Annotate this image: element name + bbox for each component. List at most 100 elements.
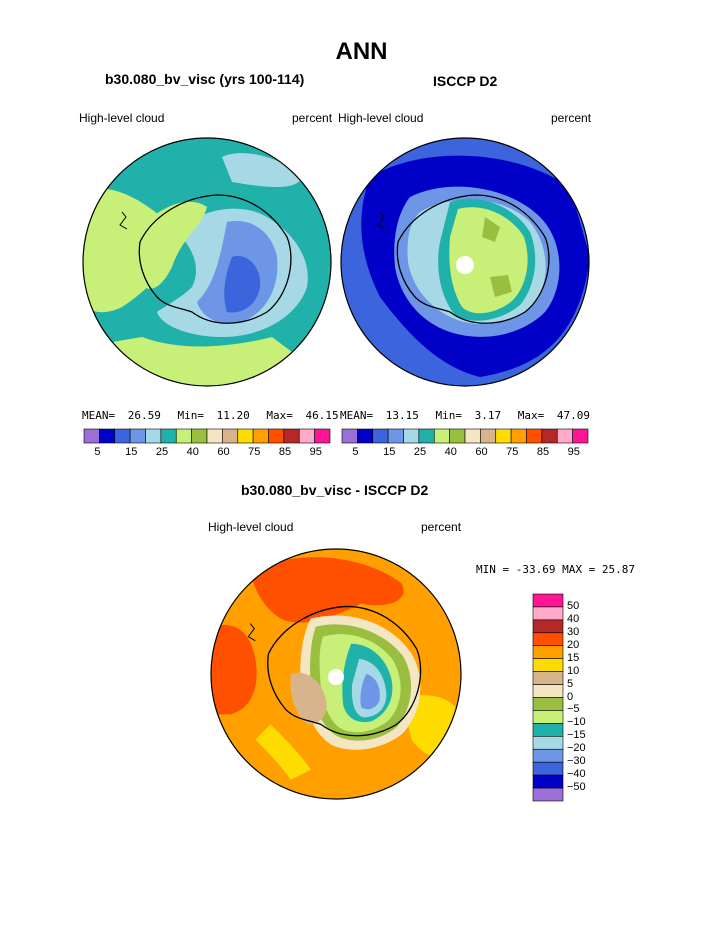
colorbar-swatch xyxy=(532,593,564,608)
colorbar-tick-label: −5 xyxy=(567,703,580,716)
colorbar-swatch xyxy=(175,428,192,444)
colorbar-swatch xyxy=(495,428,512,444)
colorbar-tick-label: −50 xyxy=(567,781,586,794)
colorbar-ticks-difference: 50 40 30 20 15 10 5 0 −5 −10 −15 −20 −30 −40 −50 xyxy=(565,594,605,801)
colorbar-swatch xyxy=(532,787,564,802)
colorbar-tick-label: 5 xyxy=(94,446,101,458)
colorbar-tick-label: 15 xyxy=(383,446,396,458)
colorbar-swatch xyxy=(480,428,497,444)
colorbar-swatch xyxy=(532,606,564,621)
colorbar-swatch xyxy=(283,428,300,444)
colorbar-swatch xyxy=(160,428,177,444)
mean-value: 13.15 xyxy=(385,409,419,422)
colorbar-tick-label: 50 xyxy=(567,599,580,612)
colorbar-swatch xyxy=(403,428,420,444)
stats-model: MEAN= 26.59 Min= 11.20 Max= 46.15 xyxy=(82,409,339,422)
colorbar-difference xyxy=(532,593,564,802)
colorbar-obs xyxy=(341,428,589,444)
colorbar-swatch xyxy=(532,748,564,763)
colorbar-swatch xyxy=(464,428,481,444)
main-title: ANN xyxy=(335,38,388,65)
colorbar-swatch xyxy=(532,658,564,672)
colorbar-tick-label: 5 xyxy=(567,677,574,690)
colorbar-tick-label: 85 xyxy=(278,446,292,458)
polar-map-difference xyxy=(210,548,462,800)
colorbar-swatch xyxy=(99,428,116,444)
polar-map-obs xyxy=(340,137,590,387)
colorbar-tick-label: 25 xyxy=(155,446,169,458)
colorbar-swatch xyxy=(387,428,404,444)
colorbar-tick-label: 75 xyxy=(506,446,519,458)
colorbar-tick-label: 40 xyxy=(186,446,199,458)
case-title-model: b30.080_bv_visc (yrs 100-114) xyxy=(105,71,305,87)
colorbar-tick-label: 60 xyxy=(217,446,230,458)
colorbar-swatch xyxy=(237,428,254,444)
colorbar-tick-label: 30 xyxy=(567,625,580,638)
colorbar-swatch xyxy=(532,684,564,698)
colorbar-swatch xyxy=(191,428,208,444)
max-value: 47.09 xyxy=(556,409,590,422)
max-label: Max= xyxy=(517,409,545,422)
colorbar-tick-label: 40 xyxy=(444,446,457,458)
colorbar-swatch xyxy=(418,428,435,444)
mean-label: MEAN= xyxy=(340,409,374,422)
colorbar-swatch xyxy=(541,428,558,444)
colorbar-tick-label: −15 xyxy=(567,729,586,742)
colorbar-swatch xyxy=(449,428,466,444)
min-value: 11.20 xyxy=(216,409,250,422)
colorbar-swatch xyxy=(532,774,564,789)
colorbar-swatch xyxy=(532,619,564,634)
units-label-right: percent xyxy=(551,111,592,125)
max-label: Max= xyxy=(266,409,293,422)
colorbar-tick-label: 0 xyxy=(567,690,574,703)
colorbar-tick-label: 95 xyxy=(309,446,322,458)
max-value: 46.15 xyxy=(305,409,339,422)
colorbar-swatch xyxy=(206,428,223,444)
colorbar-swatch xyxy=(252,428,269,444)
colorbar-swatch xyxy=(268,428,285,444)
colorbar-tick-label: −10 xyxy=(567,716,586,729)
mean-value: 26.59 xyxy=(127,409,161,422)
colorbar-model xyxy=(83,428,331,444)
colorbar-swatch xyxy=(298,428,315,444)
colorbar-tick-label: 15 xyxy=(567,651,580,664)
colorbar-swatch xyxy=(526,428,543,444)
colorbar-swatch xyxy=(532,671,564,685)
colorbar-tick-label: 75 xyxy=(248,446,261,458)
colorbar-tick-label: 10 xyxy=(567,664,580,677)
colorbar-tick-label: 60 xyxy=(475,446,488,458)
colorbar-swatch xyxy=(314,428,331,444)
colorbar-swatch xyxy=(145,428,162,444)
colorbar-tick-label: −30 xyxy=(567,755,586,768)
colorbar-swatch xyxy=(572,428,589,444)
colorbar-swatch xyxy=(532,761,564,776)
colorbar-tick-label: 15 xyxy=(125,446,138,458)
mean-label: MEAN= xyxy=(82,409,116,422)
colorbar-tick-label: 40 xyxy=(567,612,580,625)
units-label-left: percent xyxy=(292,111,333,125)
min-value: 3.17 xyxy=(474,409,502,422)
stats-obs: MEAN= 13.15 Min= 3.17 Max= 47.09 xyxy=(340,409,590,422)
colorbar-tick-label: 5 xyxy=(352,446,359,458)
colorbar-swatch xyxy=(129,428,146,444)
colorbar-swatch xyxy=(341,428,358,444)
colorbar-tick-label: 20 xyxy=(567,638,580,651)
colorbar-tick-label: −40 xyxy=(567,768,586,781)
polar-map-model xyxy=(82,137,332,387)
min-label: Min= xyxy=(177,409,205,422)
colorbar-swatch xyxy=(114,428,131,444)
colorbar-swatch xyxy=(532,697,564,711)
colorbar-swatch xyxy=(532,723,564,737)
colorbar-swatch xyxy=(433,428,450,444)
colorbar-tick-label: 25 xyxy=(413,446,427,458)
colorbar-swatch xyxy=(532,710,564,724)
colorbar-ticks-obs: 5 15 25 40 60 75 85 95 xyxy=(342,446,588,460)
colorbar-swatch xyxy=(222,428,239,444)
diff-title: b30.080_bv_visc - ISCCP D2 xyxy=(241,482,429,498)
colorbar-swatch xyxy=(83,428,100,444)
variable-label-left: High-level cloud xyxy=(79,111,165,125)
colorbar-swatch xyxy=(357,428,374,444)
colorbar-swatch xyxy=(532,645,564,659)
colorbar-swatch xyxy=(372,428,389,444)
colorbar-ticks-model: 5 15 25 40 60 75 85 95 xyxy=(84,446,330,460)
